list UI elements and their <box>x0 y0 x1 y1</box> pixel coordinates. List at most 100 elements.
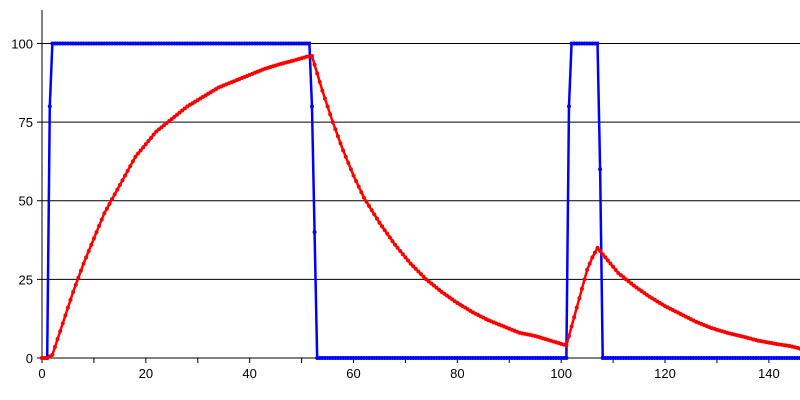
y-tick-label: 0 <box>26 351 33 366</box>
series-1-point <box>112 192 117 197</box>
series-1-point <box>572 315 577 320</box>
series-1-point <box>143 142 148 147</box>
series-1-point <box>138 148 143 153</box>
series-1-point <box>385 231 390 236</box>
series-1-point <box>104 206 109 211</box>
series-1-point <box>312 62 317 67</box>
series-1-point <box>416 269 421 274</box>
series-1-point <box>411 264 416 269</box>
series-0-point <box>307 41 312 46</box>
series-1-point <box>309 54 314 59</box>
series-1-point <box>406 258 411 263</box>
series-1-point <box>110 197 115 202</box>
series-1-point <box>107 201 112 206</box>
series-1-point <box>89 242 94 247</box>
series-1-point <box>587 261 592 266</box>
series-1-point <box>421 274 426 279</box>
series-1-point <box>325 104 330 109</box>
series-0-point <box>47 104 52 109</box>
x-tick-label: 20 <box>139 366 153 381</box>
series-1-point <box>592 250 597 255</box>
series-1-point <box>393 242 398 247</box>
y-tick-label: 100 <box>11 36 33 51</box>
series-1-point <box>73 282 78 287</box>
series-0-point <box>309 104 314 109</box>
series-1-point <box>595 245 600 250</box>
series-1-point <box>58 329 63 334</box>
x-tick-label: 120 <box>654 366 676 381</box>
series-1-point <box>341 148 346 153</box>
series-1-point <box>102 211 107 216</box>
series-1-point <box>335 134 340 139</box>
series-1-point <box>91 236 96 241</box>
series-1-point <box>123 173 128 178</box>
series-1-point <box>400 252 405 257</box>
series-1-point <box>367 203 372 208</box>
series-1-point <box>125 168 130 173</box>
series-1-point <box>97 223 102 228</box>
series-1-point <box>364 199 369 204</box>
series-1-point <box>330 120 335 125</box>
series-1-point <box>590 255 595 260</box>
series-1-point <box>130 159 135 164</box>
series-1-point <box>133 154 138 159</box>
series-0-point <box>312 230 317 235</box>
series-1-point <box>356 184 361 189</box>
series-1-point <box>346 160 351 165</box>
series-1-point <box>372 212 377 217</box>
series-1-point <box>84 255 89 260</box>
series-layer <box>40 41 800 360</box>
series-1-point <box>99 217 104 222</box>
series-1-point <box>65 305 70 310</box>
series-1-point <box>395 245 400 250</box>
series-1-point <box>94 230 99 235</box>
series-1-point <box>52 344 57 349</box>
series-1-point <box>120 178 125 183</box>
series-0-point <box>564 356 569 360</box>
series-1-point <box>68 297 73 302</box>
series-1-point <box>380 224 385 229</box>
series-1-point <box>566 333 571 338</box>
series-1-point <box>579 286 584 291</box>
series-1-point <box>613 267 618 272</box>
x-tick-label: 80 <box>450 366 464 381</box>
series-1-point <box>320 88 325 93</box>
tick-labels: 0 25 50 75 100 0 20 40 60 80 100 120 140 <box>11 36 779 381</box>
series-1-point <box>146 138 151 143</box>
series-1-point <box>50 352 55 357</box>
series-1-point <box>86 249 91 254</box>
x-tick-label: 0 <box>38 366 45 381</box>
series-1-point <box>603 255 608 260</box>
x-tick-label: 140 <box>758 366 780 381</box>
series-1-point <box>374 216 379 221</box>
series-1-point <box>328 112 333 117</box>
series-1-point <box>608 261 613 266</box>
series-1-point <box>408 261 413 266</box>
series-1-point <box>398 249 403 254</box>
y-tick-label: 50 <box>19 194 33 209</box>
x-tick-label: 40 <box>242 366 256 381</box>
series-1-point <box>564 343 569 348</box>
series-0-point <box>595 41 600 46</box>
series-1-point <box>600 252 605 257</box>
series-1-point <box>315 71 320 76</box>
series-0-point <box>566 104 571 109</box>
series-1-point <box>382 228 387 233</box>
series-1-point <box>390 239 395 244</box>
y-tick-label: 75 <box>19 115 33 130</box>
series-1-point <box>322 96 327 101</box>
series-1-line <box>42 54 800 360</box>
y-tick-label: 25 <box>19 272 33 287</box>
series-1-point <box>354 179 359 184</box>
series-1-point <box>577 296 582 301</box>
series-1-point <box>351 173 356 178</box>
x-tick-label: 100 <box>550 366 572 381</box>
series-1-point <box>413 266 418 271</box>
series-1-point <box>582 277 587 282</box>
series-1-point <box>317 79 322 84</box>
series-1-point <box>149 135 154 140</box>
series-1-point <box>359 190 364 195</box>
series-1-point <box>151 132 156 137</box>
series-1-point <box>63 313 68 318</box>
